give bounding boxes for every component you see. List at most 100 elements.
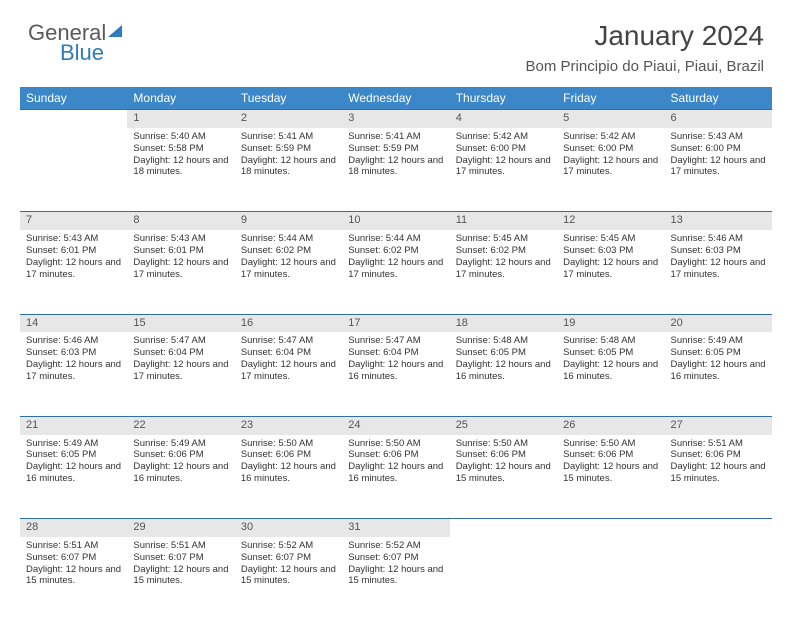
day-number: 17 [342,314,449,332]
daylight-line: Daylight: 12 hours and 15 minutes. [563,461,658,485]
daylight-line: Daylight: 12 hours and 16 minutes. [348,359,443,383]
day-details: Sunrise: 5:45 AMSunset: 6:02 PMDaylight:… [450,230,557,287]
day-number: 16 [235,314,342,332]
day-cell: Sunrise: 5:45 AMSunset: 6:02 PMDaylight:… [450,230,557,314]
day-details: Sunrise: 5:51 AMSunset: 6:06 PMDaylight:… [665,435,772,492]
daylight-line: Daylight: 12 hours and 17 minutes. [241,257,336,281]
day-cell: Sunrise: 5:49 AMSunset: 6:05 PMDaylight:… [20,435,127,519]
day-details: Sunrise: 5:46 AMSunset: 6:03 PMDaylight:… [665,230,772,287]
day-details: Sunrise: 5:52 AMSunset: 6:07 PMDaylight:… [235,537,342,594]
day-cell: Sunrise: 5:43 AMSunset: 6:01 PMDaylight:… [20,230,127,314]
empty-day-number [20,110,127,128]
day-cell: Sunrise: 5:46 AMSunset: 6:03 PMDaylight:… [665,230,772,314]
sunrise-line: Sunrise: 5:43 AM [26,233,121,245]
day-number: 20 [665,314,772,332]
empty-cell [665,537,772,621]
sunrise-line: Sunrise: 5:46 AM [671,233,766,245]
weekday-header: Sunday [20,87,127,110]
sunset-line: Sunset: 6:04 PM [241,347,336,359]
sunrise-line: Sunrise: 5:51 AM [26,540,121,552]
day-number: 21 [20,416,127,434]
day-cell: Sunrise: 5:50 AMSunset: 6:06 PMDaylight:… [235,435,342,519]
logo-triangle-icon [108,25,122,37]
sunrise-line: Sunrise: 5:49 AM [26,438,121,450]
empty-cell [20,128,127,212]
sunrise-line: Sunrise: 5:49 AM [671,335,766,347]
day-cell: Sunrise: 5:50 AMSunset: 6:06 PMDaylight:… [557,435,664,519]
day-number: 13 [665,212,772,230]
weekday-header: Friday [557,87,664,110]
day-details: Sunrise: 5:41 AMSunset: 5:59 PMDaylight:… [342,128,449,185]
day-number: 29 [127,519,234,537]
sunset-line: Sunset: 6:03 PM [26,347,121,359]
day-number: 25 [450,416,557,434]
daylight-line: Daylight: 12 hours and 16 minutes. [671,359,766,383]
day-details: Sunrise: 5:47 AMSunset: 6:04 PMDaylight:… [235,332,342,389]
sunrise-line: Sunrise: 5:47 AM [133,335,228,347]
day-number: 24 [342,416,449,434]
sunrise-line: Sunrise: 5:43 AM [133,233,228,245]
day-details: Sunrise: 5:41 AMSunset: 5:59 PMDaylight:… [235,128,342,185]
day-content-row: Sunrise: 5:51 AMSunset: 6:07 PMDaylight:… [20,537,772,621]
sunrise-line: Sunrise: 5:48 AM [456,335,551,347]
day-details: Sunrise: 5:47 AMSunset: 6:04 PMDaylight:… [342,332,449,389]
empty-day-number [665,519,772,537]
day-cell: Sunrise: 5:47 AMSunset: 6:04 PMDaylight:… [127,332,234,416]
day-details: Sunrise: 5:48 AMSunset: 6:05 PMDaylight:… [557,332,664,389]
day-details: Sunrise: 5:45 AMSunset: 6:03 PMDaylight:… [557,230,664,287]
header: General Blue January 2024 Bom Principio … [0,0,792,79]
sunset-line: Sunset: 6:02 PM [348,245,443,257]
day-number: 15 [127,314,234,332]
sunset-line: Sunset: 6:02 PM [241,245,336,257]
daylight-line: Daylight: 12 hours and 17 minutes. [456,155,551,179]
day-number: 19 [557,314,664,332]
sunrise-line: Sunrise: 5:51 AM [671,438,766,450]
day-number: 4 [450,110,557,128]
day-cell: Sunrise: 5:48 AMSunset: 6:05 PMDaylight:… [450,332,557,416]
sunset-line: Sunset: 6:04 PM [348,347,443,359]
day-cell: Sunrise: 5:51 AMSunset: 6:07 PMDaylight:… [20,537,127,621]
empty-cell [450,537,557,621]
weekday-header: Tuesday [235,87,342,110]
sunrise-line: Sunrise: 5:42 AM [456,131,551,143]
day-details: Sunrise: 5:51 AMSunset: 6:07 PMDaylight:… [20,537,127,594]
daylight-line: Daylight: 12 hours and 15 minutes. [671,461,766,485]
sunrise-line: Sunrise: 5:41 AM [348,131,443,143]
weekday-header: Thursday [450,87,557,110]
weekday-header: Monday [127,87,234,110]
logo: General Blue [28,20,122,66]
sunset-line: Sunset: 6:00 PM [456,143,551,155]
daylight-line: Daylight: 12 hours and 15 minutes. [241,564,336,588]
day-number: 3 [342,110,449,128]
sunset-line: Sunset: 6:03 PM [671,245,766,257]
daylight-line: Daylight: 12 hours and 16 minutes. [133,461,228,485]
day-number: 5 [557,110,664,128]
daylight-line: Daylight: 12 hours and 16 minutes. [241,461,336,485]
weekday-header-row: SundayMondayTuesdayWednesdayThursdayFrid… [20,87,772,110]
day-details: Sunrise: 5:50 AMSunset: 6:06 PMDaylight:… [342,435,449,492]
day-details: Sunrise: 5:43 AMSunset: 6:00 PMDaylight:… [665,128,772,185]
day-number-row: 28293031 [20,519,772,537]
day-cell: Sunrise: 5:44 AMSunset: 6:02 PMDaylight:… [342,230,449,314]
sunrise-line: Sunrise: 5:45 AM [456,233,551,245]
empty-day-number [450,519,557,537]
day-number-row: 14151617181920 [20,314,772,332]
sunrise-line: Sunrise: 5:47 AM [348,335,443,347]
sunrise-line: Sunrise: 5:48 AM [563,335,658,347]
day-number: 22 [127,416,234,434]
daylight-line: Daylight: 12 hours and 15 minutes. [26,564,121,588]
day-details: Sunrise: 5:47 AMSunset: 6:04 PMDaylight:… [127,332,234,389]
day-details: Sunrise: 5:48 AMSunset: 6:05 PMDaylight:… [450,332,557,389]
daylight-line: Daylight: 12 hours and 16 minutes. [348,461,443,485]
sunrise-line: Sunrise: 5:46 AM [26,335,121,347]
empty-day-number [557,519,664,537]
day-cell: Sunrise: 5:47 AMSunset: 6:04 PMDaylight:… [235,332,342,416]
day-details: Sunrise: 5:50 AMSunset: 6:06 PMDaylight:… [235,435,342,492]
sunset-line: Sunset: 6:05 PM [26,449,121,461]
sunset-line: Sunset: 6:03 PM [563,245,658,257]
daylight-line: Daylight: 12 hours and 17 minutes. [671,155,766,179]
day-cell: Sunrise: 5:50 AMSunset: 6:06 PMDaylight:… [450,435,557,519]
day-number-row: 21222324252627 [20,416,772,434]
daylight-line: Daylight: 12 hours and 16 minutes. [563,359,658,383]
day-number: 12 [557,212,664,230]
